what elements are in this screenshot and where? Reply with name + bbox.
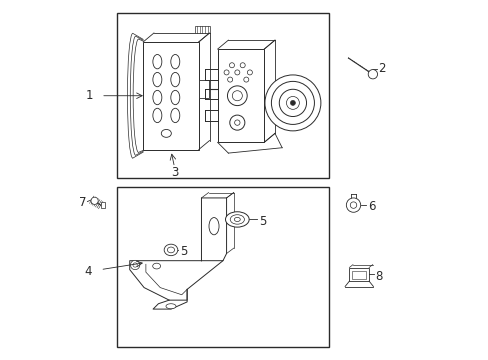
Ellipse shape <box>161 130 171 137</box>
Circle shape <box>229 63 234 68</box>
Text: 2: 2 <box>377 62 385 75</box>
Ellipse shape <box>153 108 162 123</box>
Text: 1: 1 <box>86 89 93 102</box>
Circle shape <box>271 81 314 125</box>
Text: 8: 8 <box>374 270 382 283</box>
Text: 7: 7 <box>79 196 86 209</box>
Bar <box>195 26 209 33</box>
Circle shape <box>224 70 228 75</box>
Circle shape <box>227 77 232 82</box>
Text: 5: 5 <box>180 245 187 258</box>
Bar <box>117 187 328 347</box>
Ellipse shape <box>170 108 180 123</box>
Circle shape <box>286 96 299 109</box>
Circle shape <box>244 77 248 82</box>
Circle shape <box>279 89 306 117</box>
Ellipse shape <box>234 120 240 125</box>
Ellipse shape <box>170 72 180 87</box>
Circle shape <box>367 69 377 79</box>
Ellipse shape <box>165 304 176 309</box>
Bar <box>143 42 198 149</box>
Circle shape <box>346 198 360 212</box>
Ellipse shape <box>227 86 247 105</box>
Circle shape <box>130 260 140 270</box>
Ellipse shape <box>232 91 242 101</box>
Circle shape <box>264 75 320 131</box>
Circle shape <box>133 263 137 267</box>
Bar <box>117 13 328 178</box>
Text: 4: 4 <box>84 265 92 278</box>
Ellipse shape <box>152 263 160 269</box>
Ellipse shape <box>234 217 240 221</box>
Circle shape <box>349 202 356 208</box>
Circle shape <box>290 100 295 105</box>
Ellipse shape <box>225 212 249 227</box>
Ellipse shape <box>170 54 180 69</box>
Ellipse shape <box>208 217 219 235</box>
Bar <box>349 267 368 281</box>
Circle shape <box>240 63 244 68</box>
Bar <box>351 271 366 279</box>
Bar <box>217 49 264 142</box>
Circle shape <box>91 197 98 204</box>
Text: 5: 5 <box>258 215 265 228</box>
Circle shape <box>234 70 239 75</box>
Bar <box>198 80 208 98</box>
Ellipse shape <box>153 90 162 105</box>
Circle shape <box>247 70 252 75</box>
Text: 6: 6 <box>367 200 375 213</box>
Ellipse shape <box>170 90 180 105</box>
Text: 3: 3 <box>170 166 178 179</box>
Ellipse shape <box>230 215 244 224</box>
Ellipse shape <box>164 244 178 256</box>
Ellipse shape <box>167 247 174 253</box>
Ellipse shape <box>153 54 162 69</box>
Bar <box>101 202 105 208</box>
Ellipse shape <box>153 72 162 87</box>
Ellipse shape <box>229 115 244 130</box>
